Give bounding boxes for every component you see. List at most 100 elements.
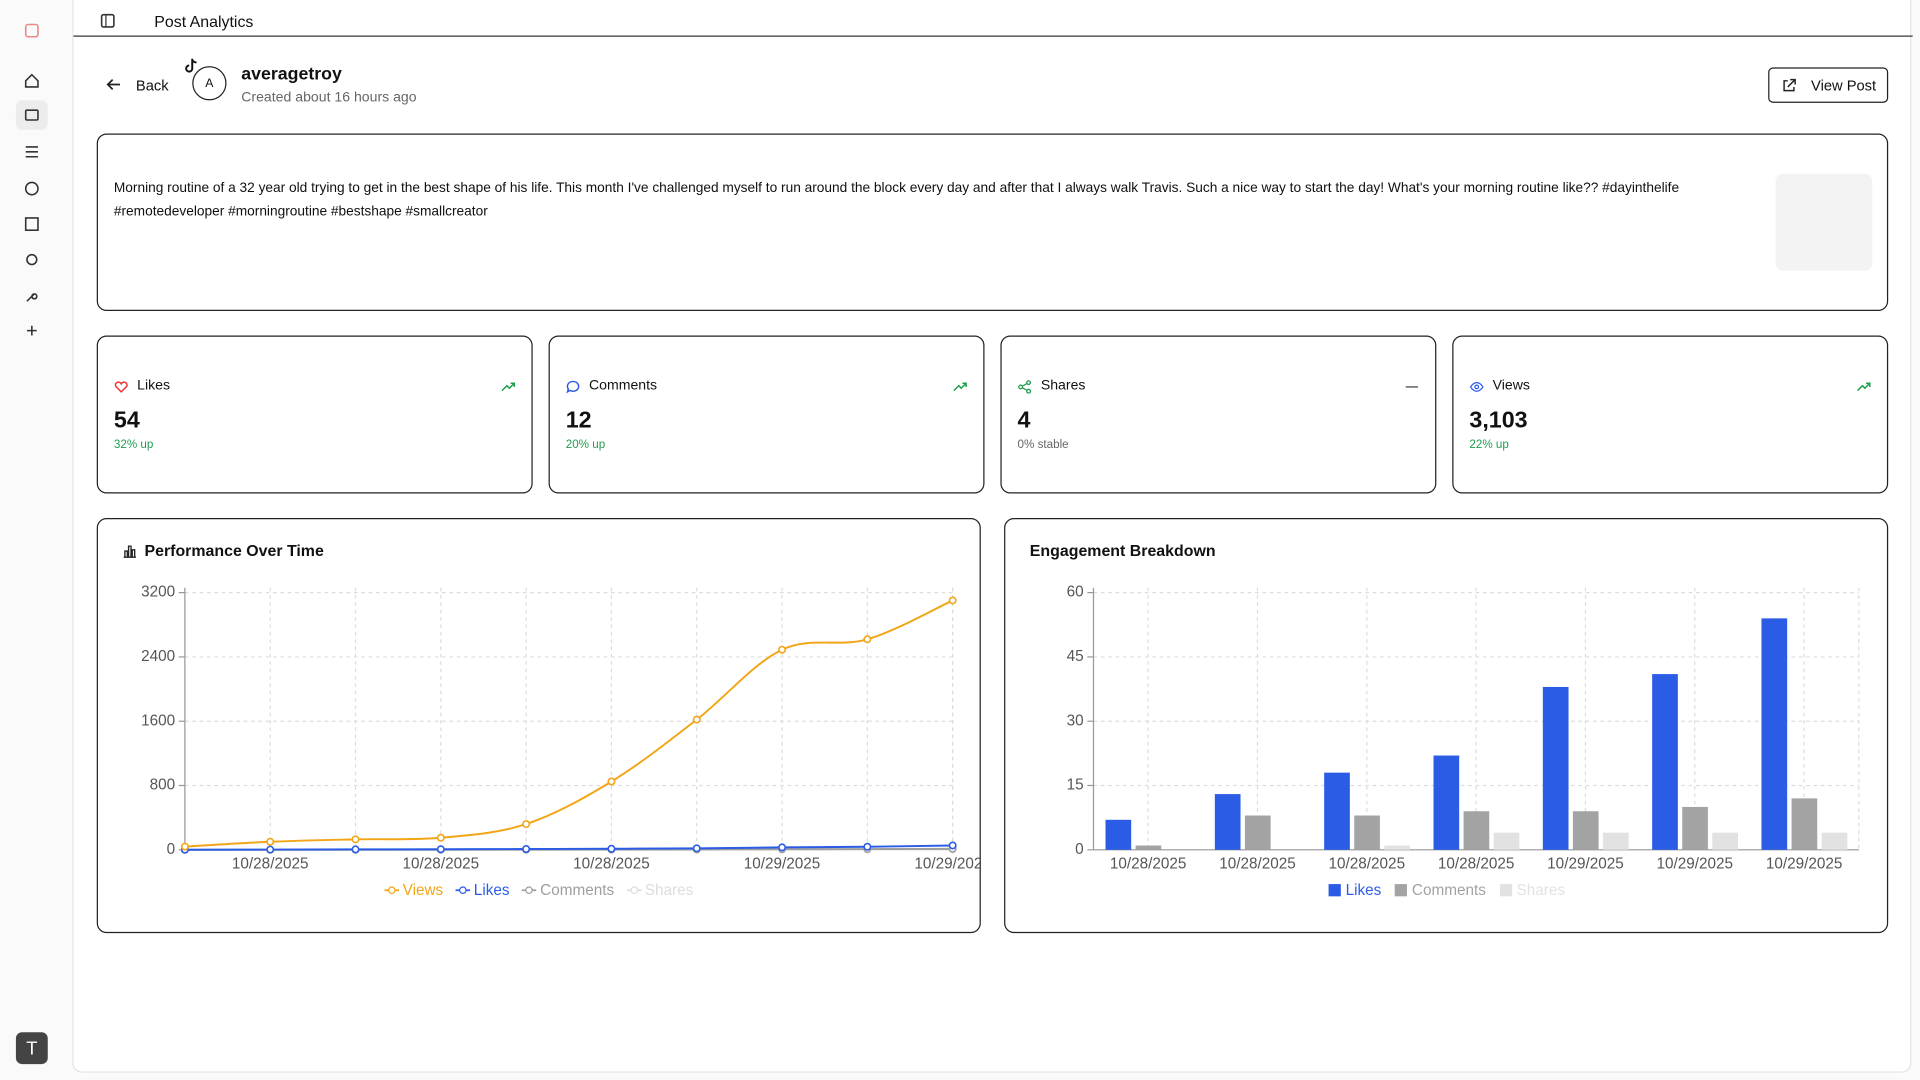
x-tick-label: 10/29/2025 bbox=[914, 856, 979, 873]
back-link[interactable]: Back bbox=[135, 77, 169, 95]
sparkle-icon[interactable] bbox=[26, 325, 37, 336]
point bbox=[607, 844, 616, 853]
palette-icon[interactable] bbox=[24, 181, 39, 196]
post-text: Morning routine of a 32 year old trying … bbox=[113, 181, 1680, 220]
trend-icon bbox=[953, 382, 967, 392]
point bbox=[863, 842, 872, 851]
legend-item: Likes bbox=[1327, 882, 1381, 899]
point bbox=[522, 820, 531, 829]
bar bbox=[1572, 811, 1599, 850]
y-tick-label: 1600 bbox=[141, 712, 175, 729]
x-tick-label: 10/28/2025 bbox=[573, 856, 650, 873]
point bbox=[351, 835, 360, 844]
bar bbox=[1463, 811, 1490, 850]
legend-label: Views bbox=[402, 881, 444, 899]
external-icon bbox=[1783, 78, 1796, 91]
x-tick-label: 10/29/2025 bbox=[1766, 856, 1843, 873]
posts-icon[interactable] bbox=[24, 109, 39, 121]
series-line bbox=[184, 599, 954, 848]
trend-icon bbox=[501, 382, 516, 392]
bar bbox=[1214, 794, 1241, 850]
legend-marker bbox=[384, 886, 399, 895]
stat-value: 12 bbox=[565, 407, 592, 434]
bar bbox=[1324, 772, 1350, 850]
chart-card: Engagement Breakdown 0 15 30 45 60 10/28/2025… bbox=[1004, 517, 1889, 934]
x-tick-label: 10/29/2025 bbox=[744, 856, 821, 873]
view-post-button[interactable]: View Post bbox=[1768, 67, 1889, 103]
author-avatar: A bbox=[192, 66, 227, 101]
point bbox=[778, 843, 787, 852]
stat-label: Comments bbox=[588, 378, 658, 394]
point bbox=[778, 645, 787, 654]
legend-marker bbox=[1394, 884, 1408, 897]
bar bbox=[1135, 845, 1162, 850]
y-tick-label: 0 bbox=[167, 841, 176, 858]
bar bbox=[1354, 815, 1380, 850]
stat-card: Likes 54 32% up bbox=[96, 335, 533, 494]
x-tick-label: 10/28/2025 bbox=[1219, 856, 1296, 873]
sidebar: T bbox=[0, 0, 71, 1079]
back-arrow[interactable] bbox=[105, 77, 122, 92]
settings-icon[interactable] bbox=[26, 253, 38, 266]
legend-label: Shares bbox=[1516, 881, 1566, 899]
point bbox=[351, 845, 360, 854]
bar bbox=[1682, 806, 1708, 850]
home-icon[interactable] bbox=[24, 73, 39, 88]
legend-marker bbox=[626, 886, 642, 895]
chart-heading: Performance Over Time bbox=[122, 541, 324, 560]
legend-item: Comments bbox=[1394, 882, 1486, 899]
chart-icon bbox=[123, 544, 136, 558]
key-icon[interactable] bbox=[26, 293, 38, 302]
point bbox=[436, 833, 445, 842]
stat-value: 54 bbox=[113, 407, 140, 434]
user-avatar[interactable]: T bbox=[15, 1032, 48, 1065]
stat-icon bbox=[114, 381, 128, 393]
legend: Likes Comments Shares bbox=[1005, 882, 1887, 899]
bar bbox=[1433, 755, 1460, 850]
view-post-label: View Post bbox=[1811, 76, 1877, 94]
legend-label: Likes bbox=[1345, 881, 1382, 899]
stat-value: 3,103 bbox=[1469, 407, 1528, 434]
legend-item: Shares bbox=[1498, 882, 1565, 899]
stat-card: Comments 12 20% up bbox=[548, 335, 985, 494]
chart-title: Engagement Breakdown bbox=[1029, 541, 1216, 560]
point bbox=[863, 635, 872, 644]
post-card: Morning routine of a 32 year old trying … bbox=[96, 133, 1889, 312]
x-tick-label: 10/28/2025 bbox=[1438, 856, 1515, 873]
legend-marker bbox=[1499, 884, 1512, 897]
legend-item: Likes bbox=[455, 882, 510, 899]
stat-card: Views 3,103 22% up bbox=[1452, 335, 1889, 494]
bar bbox=[1761, 618, 1788, 850]
sidebar-toggle[interactable] bbox=[100, 13, 115, 28]
stat-value: 4 bbox=[1017, 407, 1031, 434]
tiktok-icon bbox=[185, 58, 197, 73]
legend-marker bbox=[455, 886, 471, 895]
legend-label: Comments bbox=[1411, 881, 1486, 899]
point bbox=[266, 837, 275, 846]
list-icon[interactable] bbox=[25, 146, 38, 158]
point bbox=[436, 845, 445, 854]
legend-label: Shares bbox=[644, 881, 694, 899]
y-tick-label: 45 bbox=[1067, 648, 1084, 665]
legend-label: Comments bbox=[540, 881, 615, 899]
stat-label: Views bbox=[1492, 378, 1530, 394]
layout-icon[interactable] bbox=[24, 217, 39, 232]
sidebar-icons bbox=[15, 23, 48, 336]
bar bbox=[1384, 845, 1410, 850]
chart-title: Performance Over Time bbox=[144, 541, 324, 560]
y-tick-label: 15 bbox=[1067, 777, 1084, 794]
point bbox=[692, 844, 701, 853]
bar bbox=[1602, 832, 1629, 850]
point bbox=[948, 841, 957, 850]
legend-item: Comments bbox=[521, 881, 615, 899]
x-tick-label: 10/28/2025 bbox=[232, 856, 309, 873]
stat-icon bbox=[1018, 380, 1032, 394]
created-time: Created about 16 hours ago bbox=[241, 90, 417, 106]
point bbox=[607, 777, 616, 786]
trend-icon bbox=[1857, 382, 1871, 392]
legend: Views Likes Comments Shares bbox=[98, 882, 980, 899]
topbar: Post Analytics bbox=[73, 0, 1913, 37]
bar bbox=[1712, 832, 1738, 850]
x-tick-label: 10/28/2025 bbox=[1110, 856, 1187, 873]
